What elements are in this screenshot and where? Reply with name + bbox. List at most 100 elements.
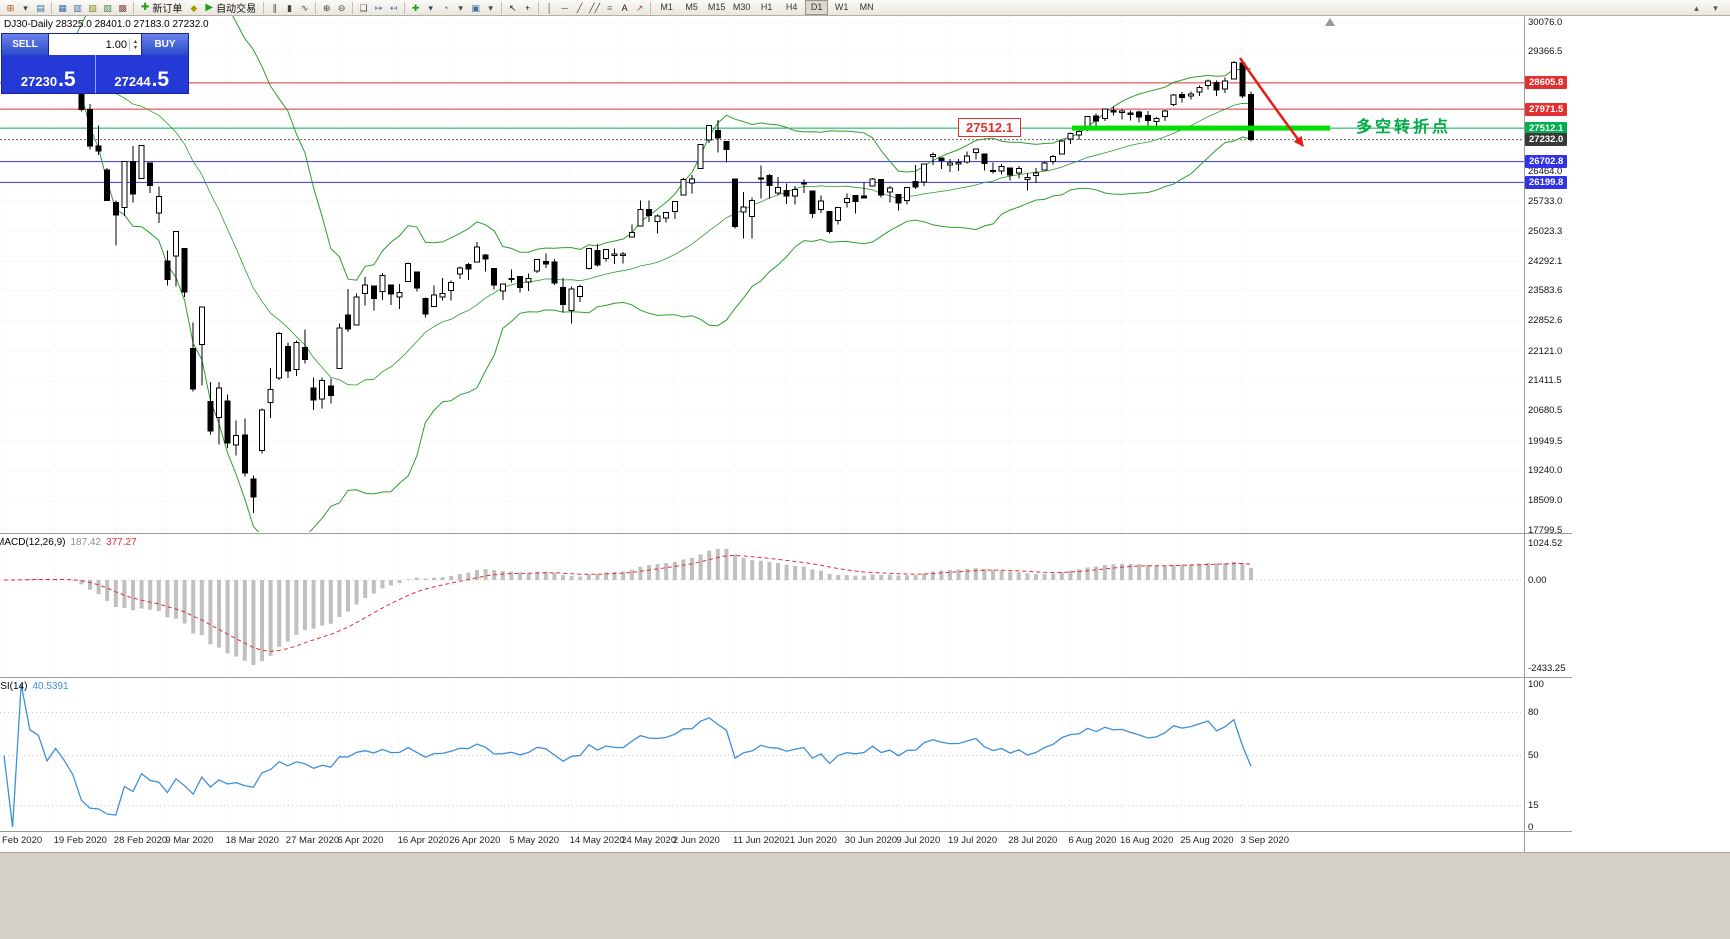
- autotrading-button[interactable]: ▶ 自动交易: [201, 1, 260, 15]
- profiles-icon: ▤: [36, 2, 45, 13]
- toolbar-separator: [133, 1, 134, 14]
- volume-input[interactable]: 1.00 ▴ ▾: [48, 34, 142, 55]
- indicators-icon[interactable]: ✚: [408, 1, 423, 15]
- text-label-icon[interactable]: A: [617, 1, 632, 15]
- toolbar-more-icon[interactable]: ▾: [1713, 2, 1718, 13]
- auto-scroll-icon[interactable]: ↦: [371, 1, 386, 15]
- buy-button[interactable]: BUY: [142, 34, 188, 55]
- rsi-line: [3, 684, 1252, 828]
- templates-dropdown-icon[interactable]: ▾: [483, 1, 498, 15]
- zoom-out-icon[interactable]: ⊖: [334, 1, 349, 15]
- periods-icon[interactable]: ◔: [438, 1, 453, 15]
- date-axis-label: 21 Jun 2020: [784, 835, 837, 846]
- level-annotation-box[interactable]: 27512.1: [958, 118, 1021, 137]
- price-badge-28605.8: 28605.8: [1525, 76, 1568, 90]
- price-axis-label: 24292.1: [1528, 255, 1563, 267]
- zoom-in-icon[interactable]: ⊕: [319, 1, 334, 15]
- macd-histogram: [10, 548, 1253, 665]
- price-axis-label: 19949.5: [1528, 435, 1563, 447]
- timeframe-button-M15[interactable]: M15: [707, 2, 726, 12]
- timeframe-button-M30[interactable]: M30: [732, 2, 751, 12]
- price-axis-label: 22852.6: [1528, 315, 1563, 327]
- date-axis-label: 6 Apr 2020: [337, 835, 384, 846]
- price-axis-label: 26464.0: [1528, 165, 1563, 177]
- new-order-button[interactable]: ✚ 新订单: [137, 1, 186, 15]
- candles: [1, 43, 1254, 514]
- text-label-icon: A: [621, 2, 628, 13]
- cursor-icon[interactable]: ↖: [505, 1, 520, 15]
- bar-chart-icon[interactable]: ∥: [267, 1, 282, 15]
- timeframe-button-D1[interactable]: D1: [805, 0, 829, 15]
- auto-scroll-icon: ↦: [374, 2, 383, 13]
- chart-legend: DJ30-Daily 28325.0 28401.0 27183.0 27232…: [4, 19, 209, 30]
- strategy-tester-icon: ▩: [118, 2, 127, 13]
- chart-list-dropdown-icon[interactable]: ▾: [18, 1, 33, 15]
- arrows-icon: ↗: [635, 2, 644, 13]
- zoom-in-icon: ⊕: [322, 2, 331, 13]
- toolbar-separator: [538, 1, 540, 14]
- new-order-button-label: 新订单: [152, 4, 183, 15]
- toolbar-scroll-icon[interactable]: ▴: [1694, 2, 1699, 13]
- macd-axis-label: -2433.25: [1528, 662, 1566, 674]
- chart-shift-icon[interactable]: ↤: [386, 1, 401, 15]
- horizontal-line-icon: ─: [561, 2, 568, 13]
- periods-dropdown-icon[interactable]: ▾: [453, 1, 468, 15]
- date-axis-label: 16 Aug 2020: [1120, 835, 1174, 846]
- tile-windows-icon[interactable]: ❏: [356, 1, 371, 15]
- toolbar-separator: [404, 1, 406, 14]
- price-axis-label: 19240.0: [1528, 464, 1563, 476]
- terminal-icon: ▨: [103, 2, 112, 13]
- rsi-axis-label: 15: [1528, 800, 1539, 812]
- price-axis-label: 25023.3: [1528, 225, 1563, 237]
- macd-main-value: 187.42: [70, 537, 102, 548]
- timeframe-button-H1[interactable]: H1: [760, 2, 773, 12]
- support-thick-line[interactable]: [1072, 125, 1330, 131]
- price-pane: [3, 16, 1252, 532]
- sell-button[interactable]: SELL: [2, 34, 48, 55]
- terminal-icon[interactable]: ▨: [100, 1, 115, 15]
- market-watch-icon[interactable]: ▦: [55, 1, 70, 15]
- crosshair-icon[interactable]: +: [520, 1, 535, 15]
- toolbar-separator: [501, 1, 503, 14]
- timeframe-button-M5[interactable]: M5: [685, 2, 698, 12]
- date-axis-label: 19 Jul 2020: [948, 835, 998, 846]
- date-axis-label: 25 Aug 2020: [1180, 835, 1234, 846]
- one-click-trading-panel: SELL 1.00 ▴ ▾ BUY 27230 .5 27244 .5: [1, 33, 189, 94]
- new-chart-icon[interactable]: ⊞: [3, 1, 18, 15]
- date-axis-label: 19 Feb 2020: [53, 835, 107, 846]
- trendline-icon[interactable]: ╱: [572, 1, 587, 15]
- navigator-icon[interactable]: ▧: [85, 1, 100, 15]
- candlestick-chart-icon[interactable]: ▮: [282, 1, 297, 15]
- turning-point-label[interactable]: 多空转折点: [1356, 119, 1452, 136]
- volume-down-arrow[interactable]: ▾: [133, 44, 137, 51]
- strategy-tester-icon[interactable]: ▩: [115, 1, 130, 15]
- indicators-dropdown-icon[interactable]: ▾: [423, 1, 438, 15]
- volume-up-arrow[interactable]: ▴: [133, 38, 137, 45]
- price-axis-label: 17799.5: [1528, 524, 1563, 536]
- data-window-icon[interactable]: ▥: [70, 1, 85, 15]
- fibonacci-icon[interactable]: ≡: [602, 1, 617, 15]
- timeframe-button-W1[interactable]: W1: [834, 2, 849, 12]
- metaeditor-icon[interactable]: ◆: [186, 1, 201, 15]
- timeframe-button-MN[interactable]: MN: [859, 2, 874, 12]
- price-axis-label: 29366.5: [1528, 45, 1563, 57]
- trend-arrow[interactable]: [1238, 57, 1305, 147]
- channel-icon: ╱╱: [589, 2, 601, 13]
- timeframe-button-M1[interactable]: M1: [660, 2, 673, 12]
- vertical-line-icon[interactable]: │: [542, 1, 557, 15]
- sell-price[interactable]: 27230 .5: [2, 55, 95, 93]
- channel-icon[interactable]: ╱╱: [587, 1, 602, 15]
- line-chart-icon[interactable]: ∿: [297, 1, 312, 15]
- horizontal-line-icon[interactable]: ─: [557, 1, 572, 15]
- main-toolbar: ⊞ ▾ ▤ ▦ ▥ ▧ ▨ ▩ ✚ 新订单 ◆ ▶ 自动交易 ∥ ▮ ∿ ⊕ ⊖ ❏ ↦ ↤ ✚ ▾ ◔ ▾ ▣ ▾ ↖ + │ ─ ╱ ╱╱ ≡…: [0, 0, 1730, 16]
- chart-shift-marker[interactable]: [1325, 18, 1335, 26]
- volume-value[interactable]: 1.00: [105, 38, 127, 51]
- templates-icon[interactable]: ▣: [468, 1, 483, 15]
- price-axis-label: 21411.5: [1528, 375, 1562, 387]
- arrows-icon[interactable]: ↗: [632, 1, 647, 15]
- profiles-icon[interactable]: ▤: [33, 1, 48, 15]
- date-axis-label: 14 May 2020: [569, 835, 625, 846]
- timeframe-button-H4[interactable]: H4: [785, 2, 798, 12]
- buy-price[interactable]: 27244 .5: [94, 55, 189, 93]
